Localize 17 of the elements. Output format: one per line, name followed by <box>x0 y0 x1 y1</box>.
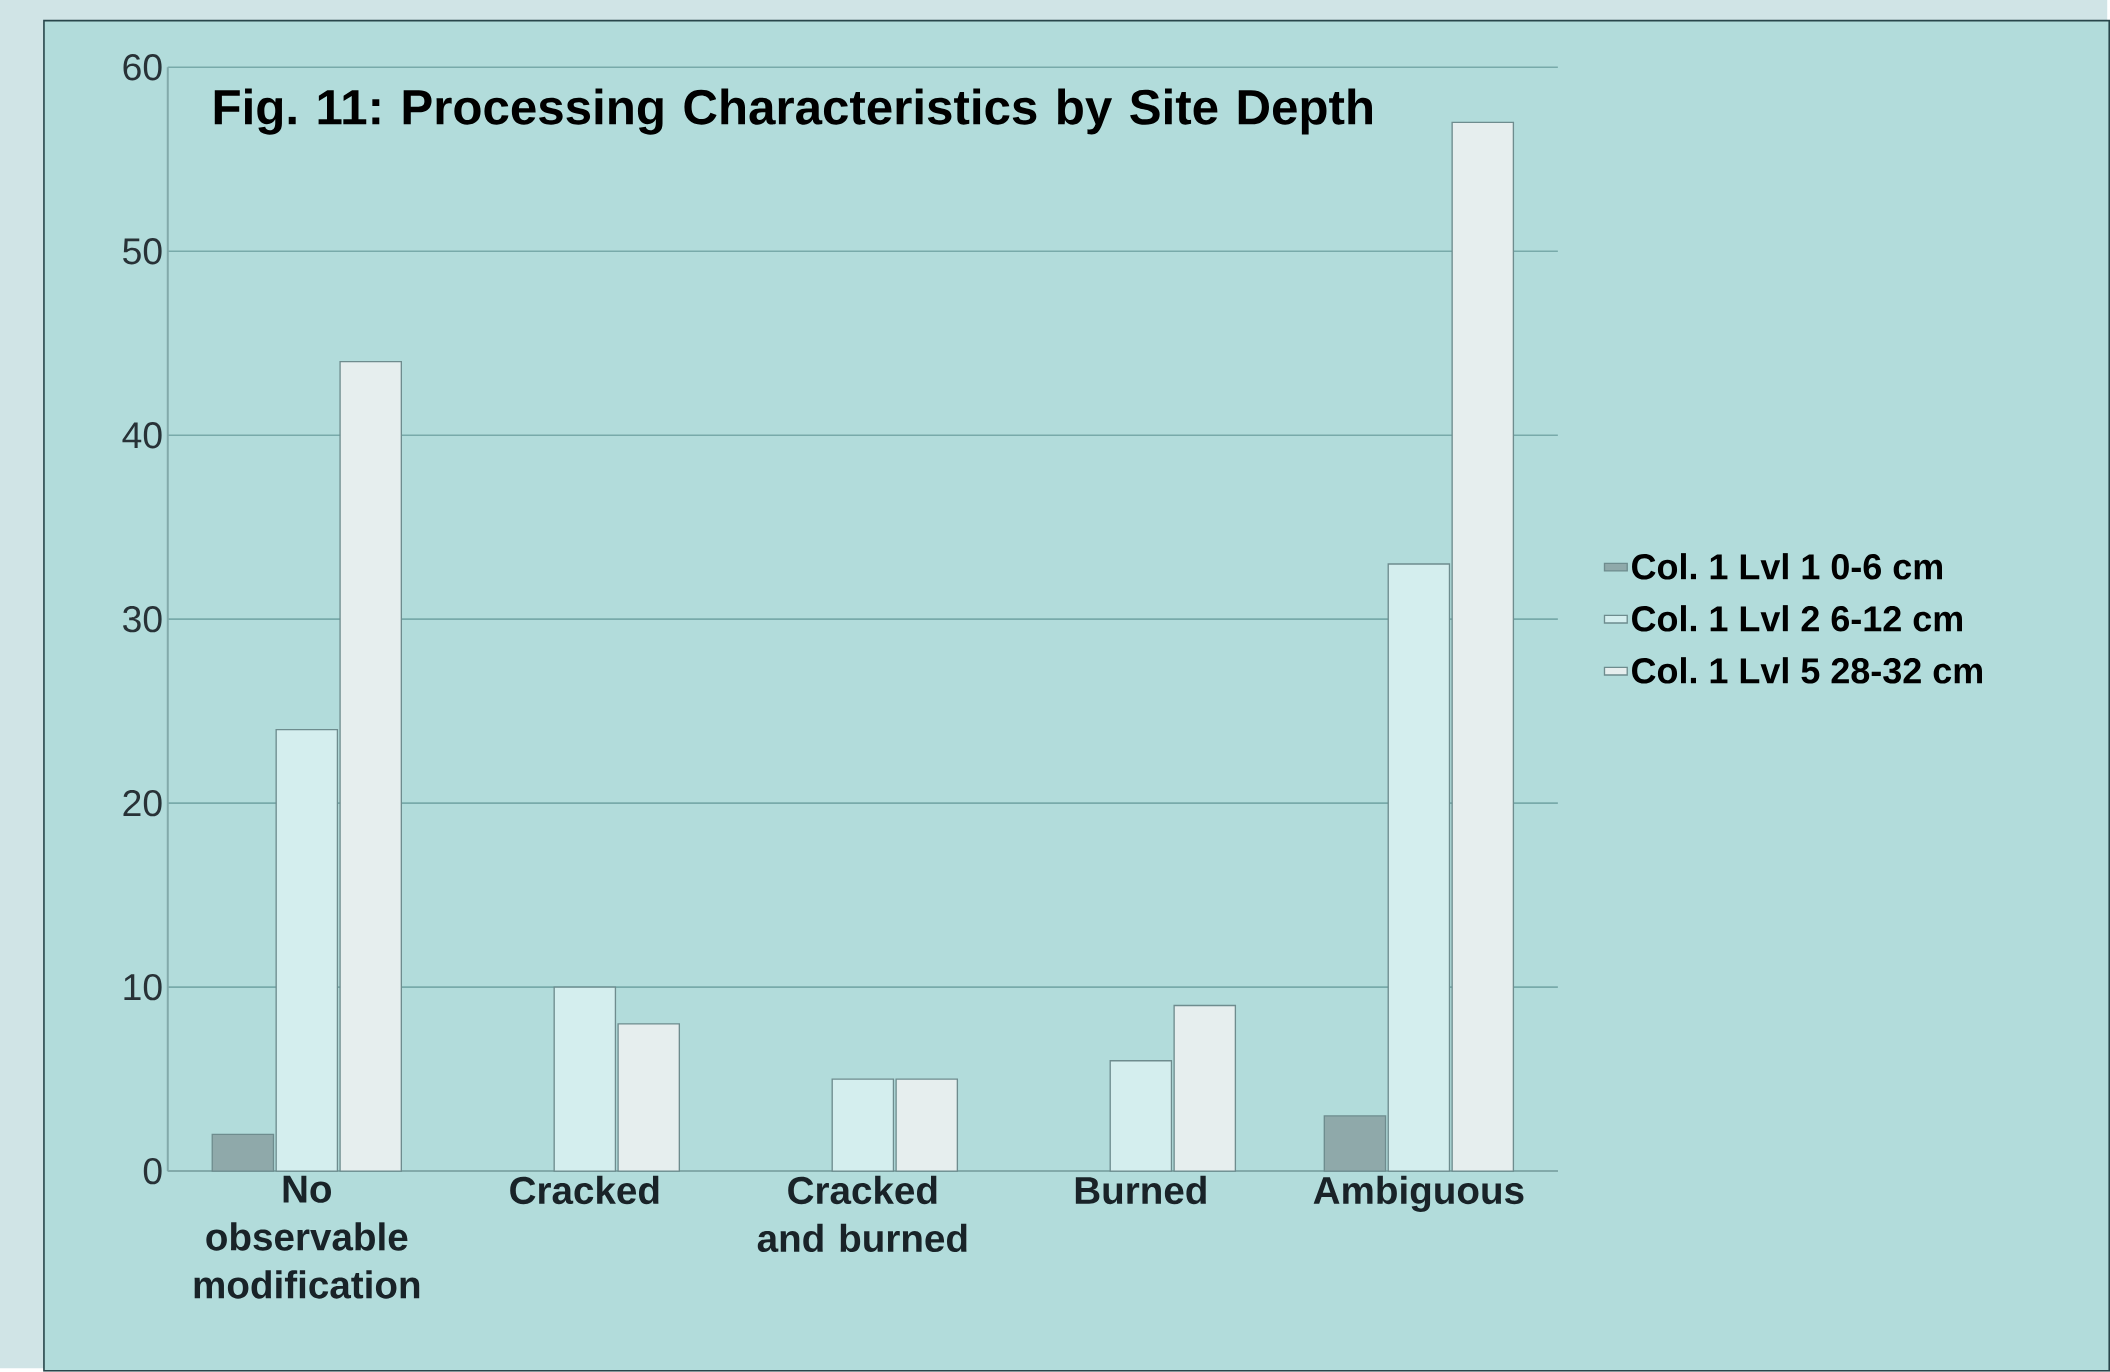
y-tick-label: 40 <box>122 422 162 449</box>
x-tick-label: Burned <box>1075 1175 1206 1205</box>
legend-label: Col. 1 Lvl 1 0-6 cm <box>1632 553 1943 580</box>
x-tick-label: Cracked <box>510 1175 659 1205</box>
y-tick-label: 50 <box>123 238 162 265</box>
x-tick-label: Cracked and burned <box>757 1175 967 1253</box>
y-tick-label: 20 <box>123 790 162 817</box>
legend-label: Col. 1 Lvl 5 28-32 cm <box>1632 657 1982 684</box>
x-tick-label: No observable modification <box>194 1175 420 1299</box>
x-tick-label: Ambiguous <box>1313 1175 1524 1213</box>
chart-title: Fig. 11: Processing Characteristics by Site Depth <box>214 88 1372 135</box>
legend-label: Col. 1 Lvl 2 6-12 cm <box>1632 605 1962 632</box>
y-tick-label: 30 <box>123 606 162 633</box>
bar <box>1323 1115 1387 1172</box>
y-tick-label: 0 <box>143 1158 162 1185</box>
y-tick-label: 10 <box>124 974 162 1001</box>
y-tick-label: 60 <box>123 54 162 81</box>
